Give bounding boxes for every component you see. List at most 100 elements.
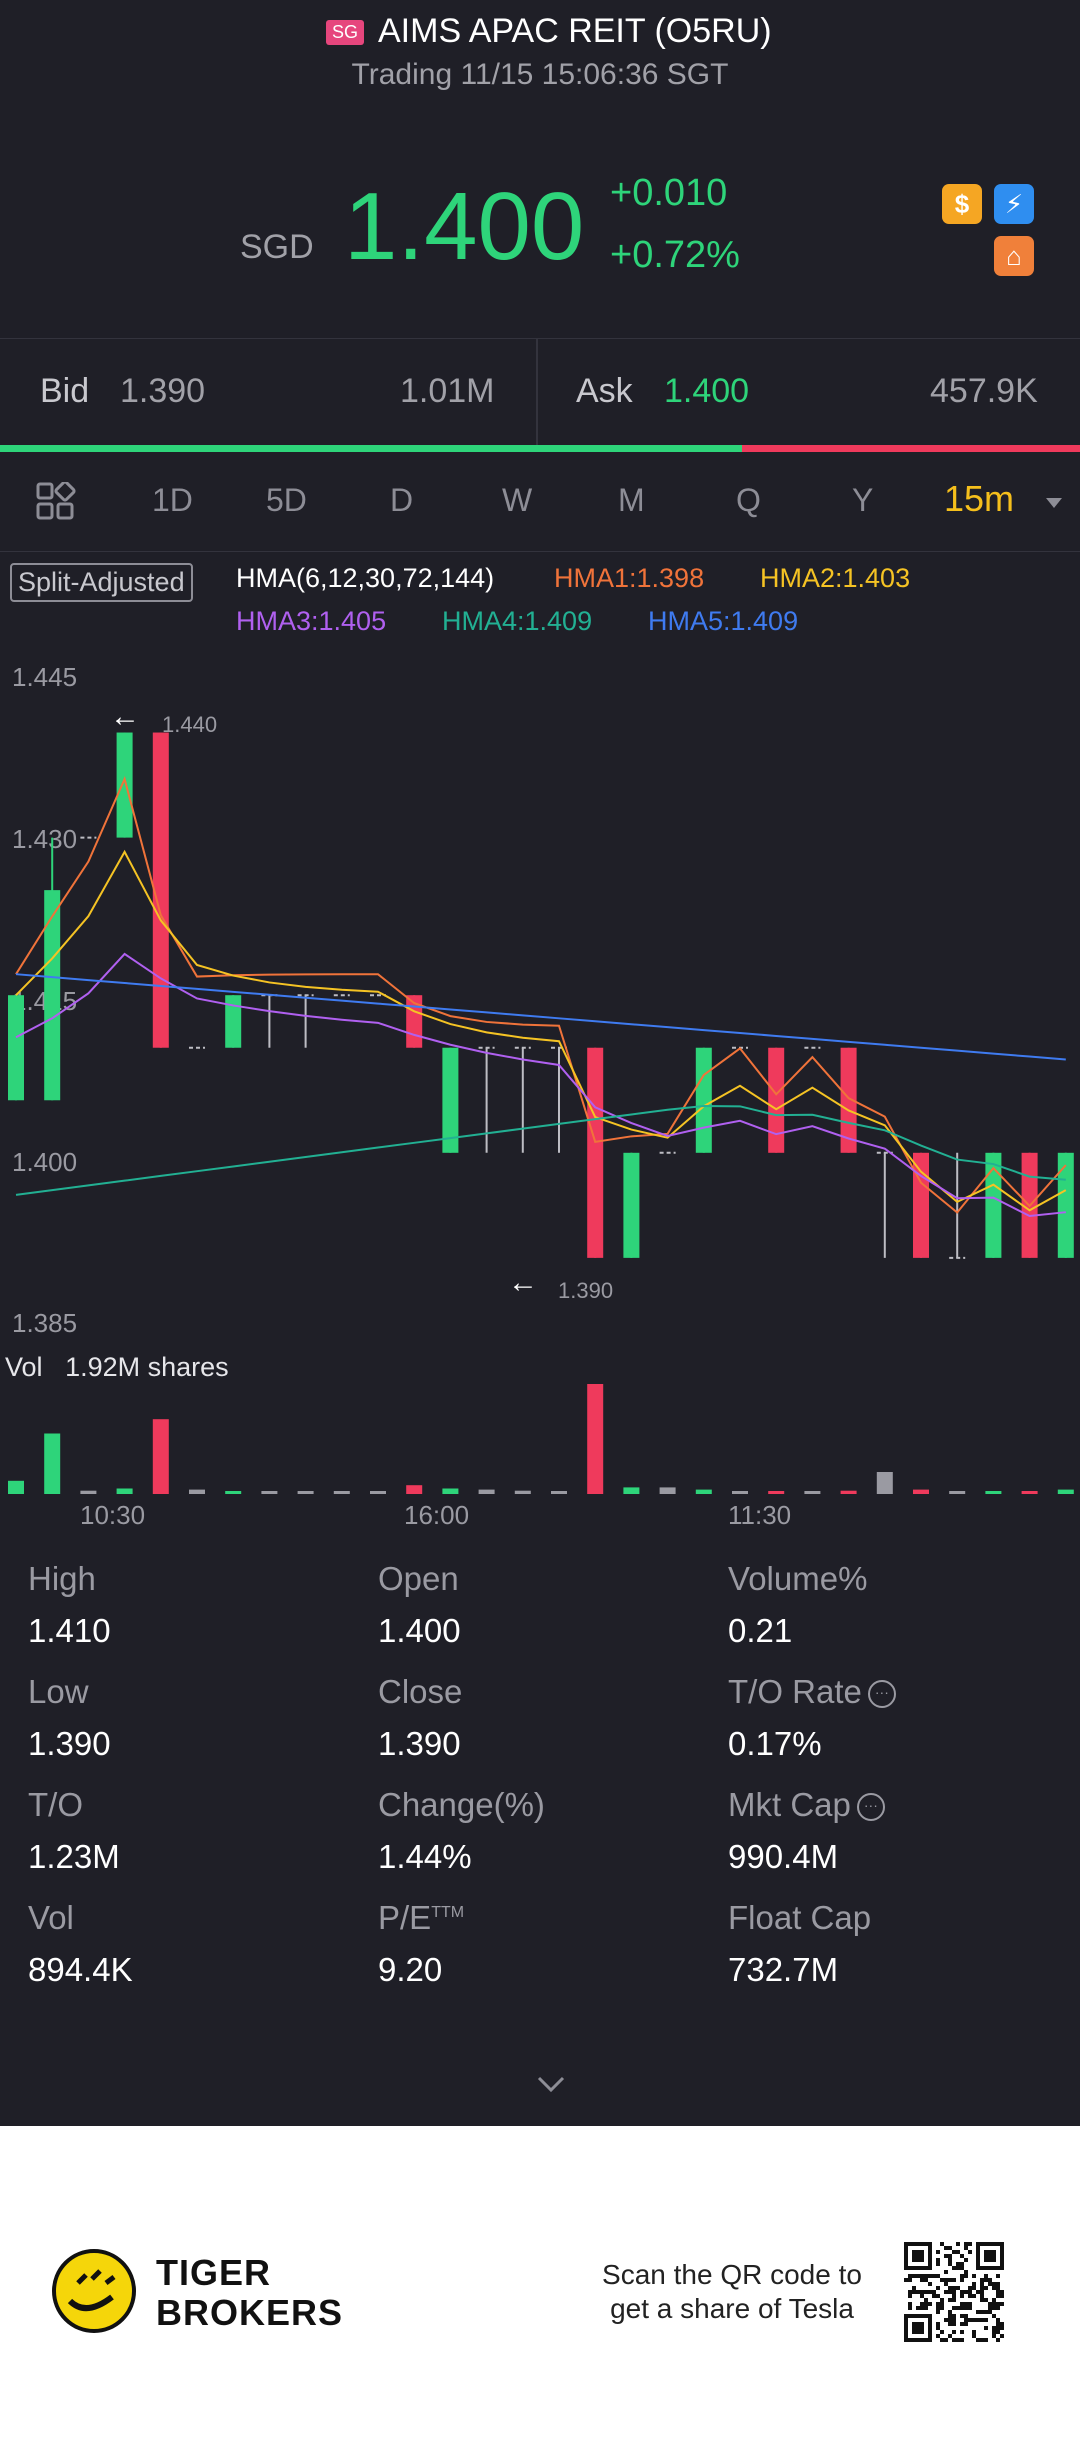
ask-volume-bar	[741, 445, 1080, 452]
qr-module	[920, 2294, 924, 2298]
tab-5d[interactable]: 5D	[266, 482, 307, 518]
expand-chevron-icon[interactable]	[536, 2074, 566, 2094]
qr-module	[948, 2334, 952, 2338]
stat-value: 1.44%	[378, 1838, 472, 1875]
y-tick-label: 1.385	[12, 1308, 78, 1338]
qr-module	[920, 2278, 924, 2282]
qr-module	[972, 2282, 976, 2286]
chevron-down-icon[interactable]	[1044, 496, 1064, 510]
volume-bar	[1021, 1491, 1038, 1494]
split-adjusted-toggle[interactable]: Split-Adjusted	[10, 563, 193, 602]
qr-module	[972, 2318, 976, 2322]
qr-module	[948, 2318, 952, 2322]
qr-module	[972, 2274, 976, 2278]
ask-price: 1.400	[664, 372, 750, 410]
trading-status: Trading 11/15 15:06:36 SGT	[351, 58, 729, 91]
stat-value: 1.390	[28, 1725, 111, 1762]
hma1-value: HMA1:1.398	[554, 563, 705, 593]
qr-module	[980, 2286, 984, 2290]
qr-module	[960, 2330, 964, 2334]
qr-module	[908, 2294, 912, 2298]
qr-module	[980, 2290, 984, 2294]
tab-w[interactable]: W	[502, 482, 533, 518]
x-tick-label: 16:00	[404, 1500, 470, 1530]
qr-module	[964, 2270, 968, 2274]
qr-module	[948, 2246, 952, 2250]
qr-module	[996, 2326, 1000, 2330]
stat-value: 1.410	[28, 1612, 111, 1649]
reit-icon[interactable]: ⌂	[994, 236, 1034, 276]
qr-module	[992, 2302, 996, 2306]
low-marker-label: 1.390	[558, 1278, 614, 1303]
qr-module	[988, 2282, 992, 2286]
stat-label: Change(%)	[378, 1786, 545, 1823]
qr-module	[928, 2274, 932, 2278]
qr-module	[944, 2270, 948, 2274]
price-change: +0.010	[610, 172, 728, 214]
stat-value: 1.390	[378, 1725, 461, 1762]
tab-15m[interactable]: 15m	[944, 478, 1015, 519]
qr-module	[936, 2322, 940, 2326]
stat-value: 0.17%	[728, 1725, 822, 1762]
volume-bar	[840, 1490, 857, 1494]
volume-bar	[261, 1491, 278, 1494]
volume-chart[interactable]	[0, 1380, 1080, 1494]
period-tabs	[0, 452, 1080, 552]
qr-module	[964, 2246, 968, 2250]
info-icon[interactable]: ···	[856, 1793, 885, 1822]
tab-q[interactable]: Q	[736, 482, 761, 518]
info-icon[interactable]: ···	[867, 1680, 896, 1709]
qr-module	[936, 2250, 940, 2254]
dollar-icon[interactable]: $	[942, 184, 982, 224]
qr-module	[984, 2326, 988, 2330]
hma3-line	[15, 952, 1066, 1218]
qr-module	[996, 2306, 1000, 2310]
qr-module	[992, 2306, 996, 2310]
qr-module	[976, 2338, 980, 2342]
qr-module	[956, 2262, 960, 2266]
tab-1d[interactable]: 1D	[152, 482, 193, 518]
stat-label: Volume%	[728, 1560, 868, 1597]
qr-module	[976, 2290, 980, 2294]
volume-bar	[659, 1487, 676, 1494]
qr-module	[960, 2306, 964, 2310]
qr-module	[928, 2302, 932, 2306]
volume-bar	[225, 1491, 242, 1494]
qr-module	[924, 2298, 928, 2302]
chart-layout-icon[interactable]	[36, 482, 76, 522]
qr-module	[940, 2278, 944, 2282]
stat-label: Vol	[28, 1899, 74, 1936]
qr-module	[936, 2274, 940, 2278]
bid-ask-divider	[536, 338, 538, 448]
candlestick-chart[interactable]	[0, 660, 1080, 1340]
candle-body	[8, 995, 24, 1101]
hma-params[interactable]: HMA(6,12,30,72,144)	[236, 563, 495, 593]
qr-module	[984, 2278, 988, 2282]
volume-bar	[8, 1480, 24, 1494]
qr-module	[964, 2242, 968, 2246]
qr-module	[1000, 2290, 1004, 2294]
brand-name-line1: TIGER	[156, 2252, 272, 2293]
stat-label-sup: TTM	[431, 1904, 465, 1921]
qr-module	[908, 2290, 912, 2294]
qr-module	[968, 2306, 972, 2310]
tab-y[interactable]: Y	[852, 482, 874, 518]
volume-bar	[623, 1487, 640, 1494]
lightning-icon[interactable]: ⚡	[994, 184, 1034, 224]
qr-module	[908, 2302, 912, 2306]
tab-m[interactable]: M	[618, 482, 645, 518]
qr-module	[964, 2306, 968, 2310]
qr-module	[984, 2310, 988, 2314]
volume-bar	[297, 1491, 314, 1494]
qr-module	[952, 2306, 956, 2310]
candle-body	[623, 1152, 640, 1258]
stat-label: High	[28, 1560, 96, 1597]
stat-label: Float Cap	[728, 1899, 872, 1936]
qr-module	[992, 2298, 996, 2302]
qr-module	[940, 2338, 944, 2342]
share-footer	[0, 2126, 1080, 2457]
qr-code[interactable]	[904, 2242, 1004, 2342]
tab-d[interactable]: D	[390, 482, 414, 518]
qr-module	[948, 2254, 952, 2258]
qr-module	[924, 2306, 928, 2310]
